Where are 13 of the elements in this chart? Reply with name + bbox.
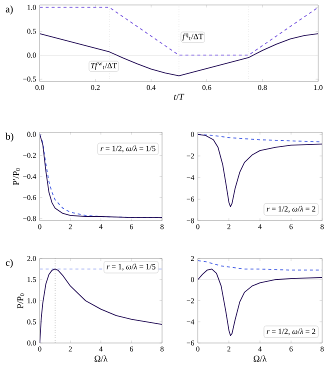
y-axis-title: P/P$_{0}$ bbox=[17, 294, 24, 308]
line-series bbox=[198, 134, 322, 208]
line-series bbox=[198, 268, 322, 336]
line-series bbox=[40, 134, 162, 218]
text: c) bbox=[6, 259, 13, 268]
text: b) bbox=[5, 132, 14, 142]
text: a) bbox=[6, 5, 13, 14]
y-axis-title: P′/P$_{0}$ bbox=[12, 168, 20, 186]
x-axis-title: Ω/λ bbox=[94, 355, 108, 362]
line-series bbox=[40, 268, 162, 343]
x-axis-title: Ω/λ bbox=[254, 355, 267, 362]
line-series bbox=[40, 33, 318, 76]
x-axis-title: t/T bbox=[174, 94, 184, 100]
